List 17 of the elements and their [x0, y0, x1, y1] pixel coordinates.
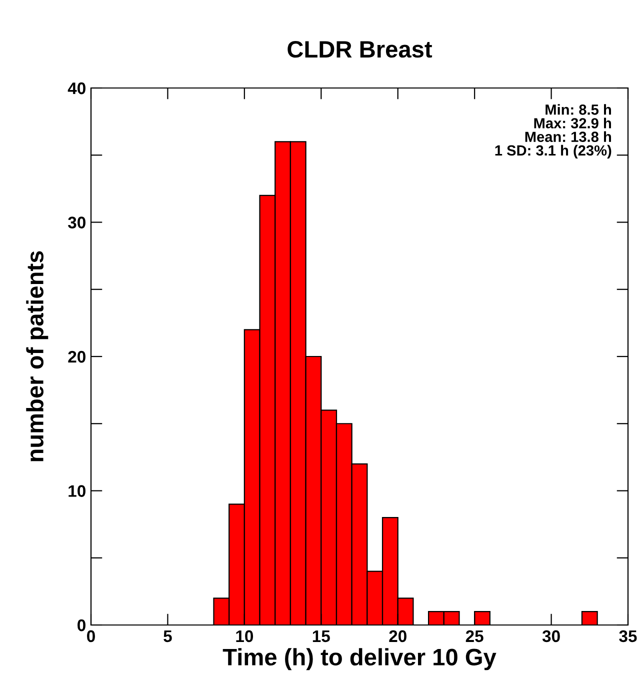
annotation: Min: 8.5 h Max: 32.9 h Mean: 13.8 h 1 SD: 3.1 h (23%)	[495, 104, 612, 158]
y-axis-title: number of patients	[26, 251, 48, 462]
y-tick-label: 10	[68, 485, 86, 497]
x-tick-label: 10	[236, 630, 254, 642]
x-tick-label: 20	[389, 630, 406, 642]
y-tick-label: 40	[68, 82, 86, 94]
chart-title: CLDR Breast	[288, 40, 432, 58]
x-tick-label: 5	[164, 630, 172, 642]
y-tick-label: 20	[68, 350, 86, 363]
y-tick-label: 0	[78, 619, 86, 632]
x-tick-label: 30	[542, 630, 560, 642]
y-tick-label: 30	[68, 216, 86, 228]
x-tick-label: 0	[87, 630, 95, 642]
x-axis-title: Time (h) to deliver 10 Gy	[222, 648, 496, 670]
x-tick-label: 35	[619, 630, 637, 642]
x-tick-label: 15	[312, 630, 330, 642]
x-tick-label: 25	[466, 630, 484, 642]
